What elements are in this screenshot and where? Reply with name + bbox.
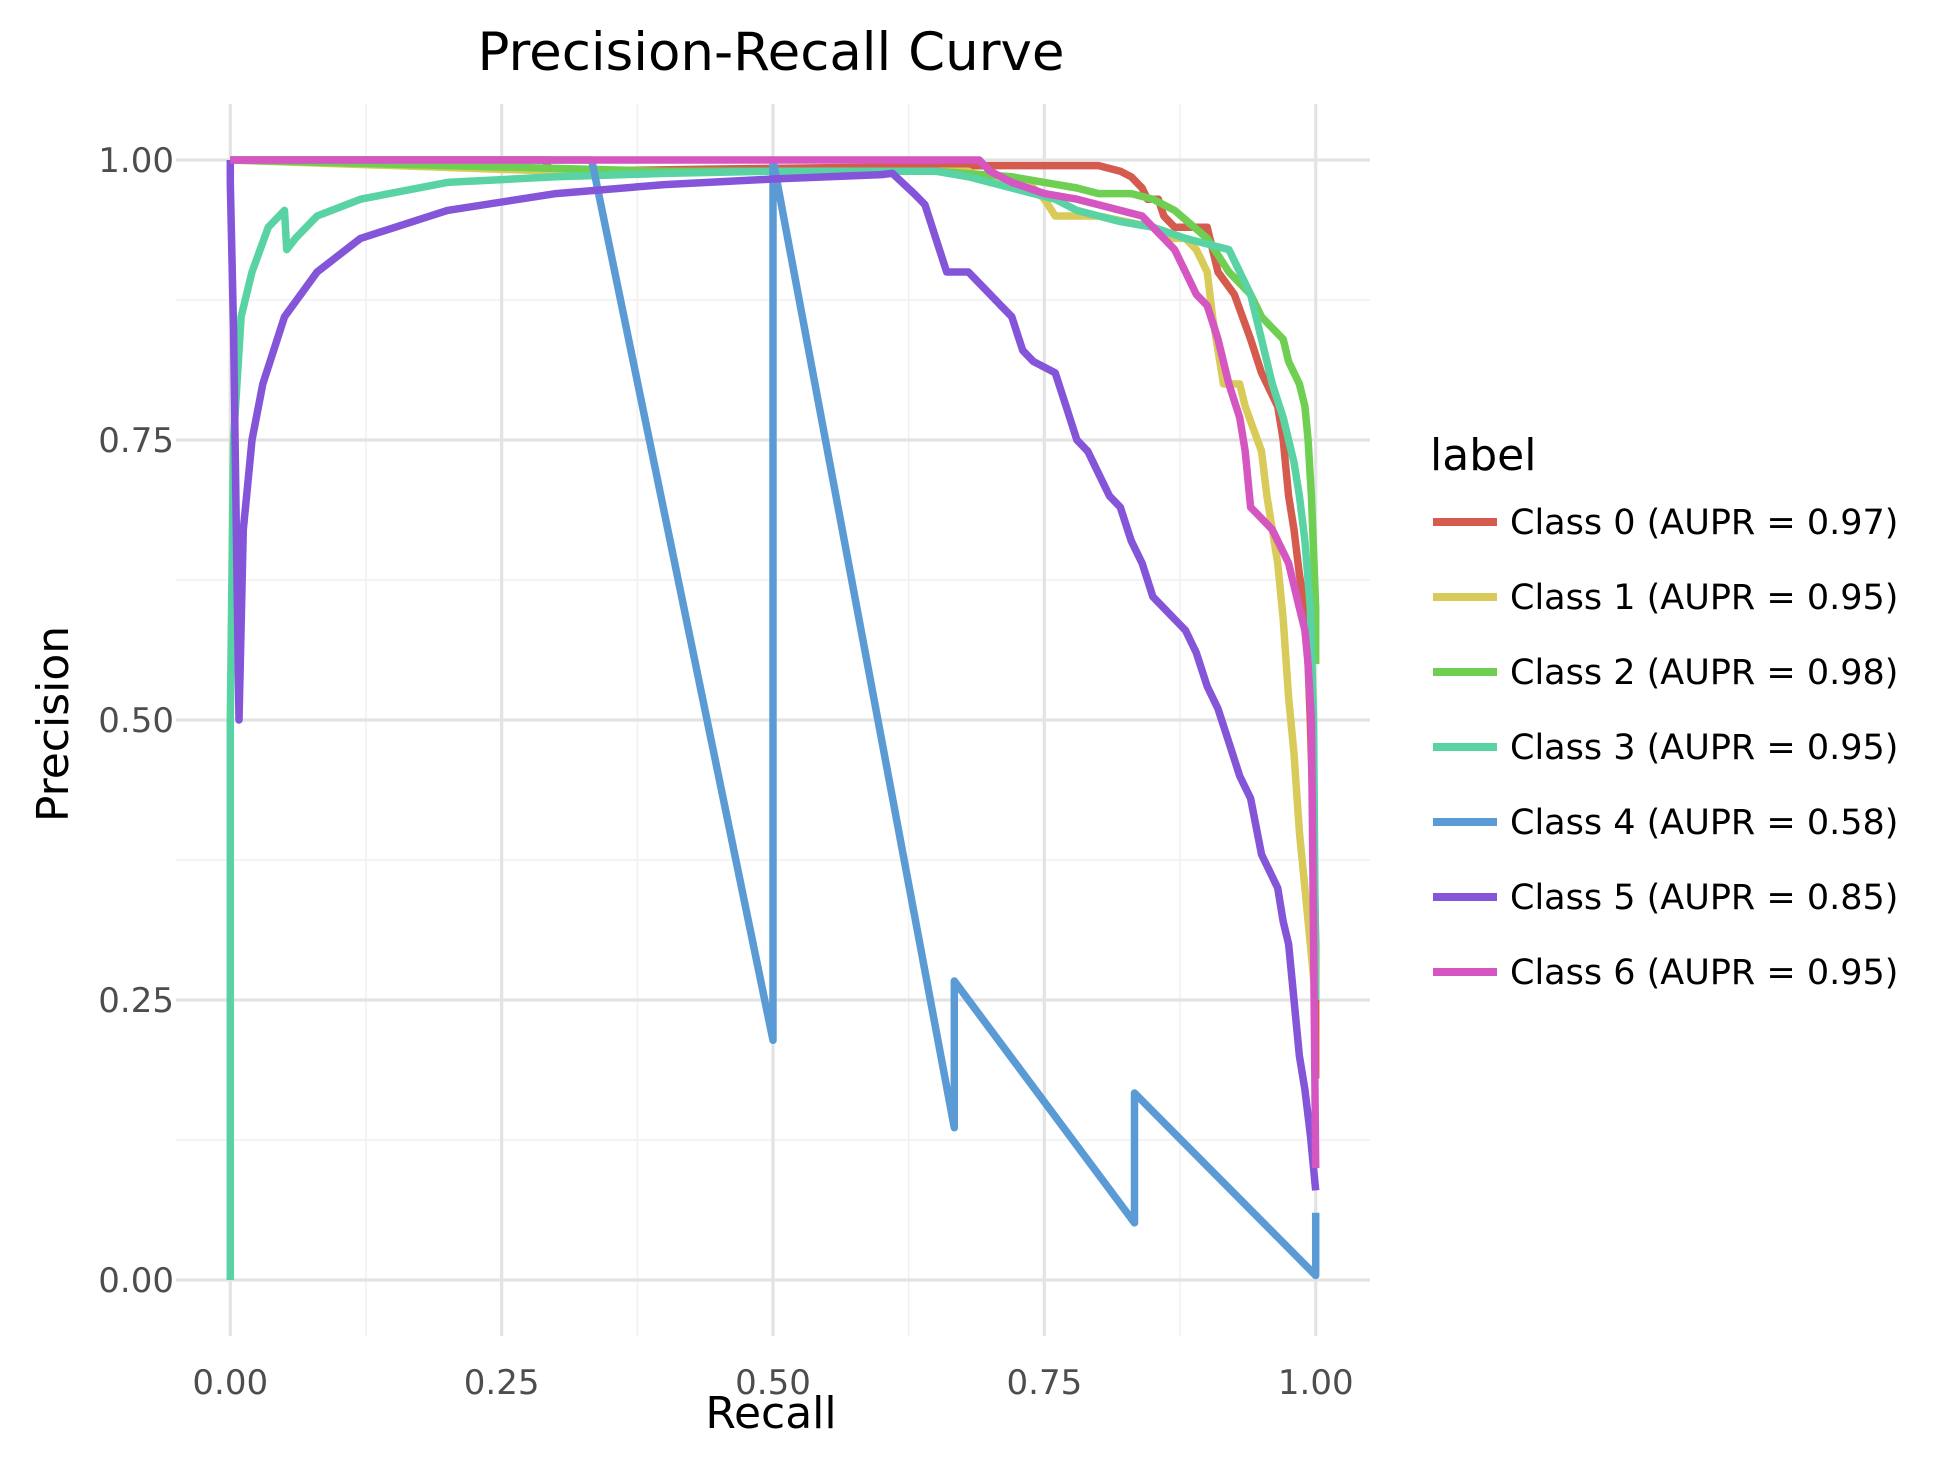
legend-label-class-1: Class 1 (AUPR = 0.95) xyxy=(1510,578,1898,618)
legend-label-class-4: Class 4 (AUPR = 0.58) xyxy=(1510,803,1898,843)
y-tick-label: 0.75 xyxy=(98,421,174,461)
y-tick-label: 0.00 xyxy=(98,1261,174,1301)
x-tick-label: 0.75 xyxy=(1007,1363,1083,1403)
y-axis-title: Precision xyxy=(28,626,79,822)
series-line-class-5 xyxy=(226,160,1320,1191)
chart-title: Precision-Recall Curve xyxy=(478,22,1065,83)
legend-title: label xyxy=(1430,430,1536,481)
y-tick-label: 0.25 xyxy=(98,981,174,1021)
x-axis-title: Recall xyxy=(705,1388,836,1439)
legend-label-class-3: Class 3 (AUPR = 0.95) xyxy=(1510,728,1898,768)
x-tick-label: 0.50 xyxy=(735,1363,811,1403)
y-tick-label: 0.50 xyxy=(98,701,174,741)
legend: label Class 0 (AUPR = 0.97) Class 1 (AUPR… xyxy=(1430,430,1898,993)
legend-label-class-0: Class 0 (AUPR = 0.97) xyxy=(1510,503,1898,543)
tick-labels: 0.00 0.25 0.50 0.75 1.00 0.00 0.25 0.50 0.75 1.00 xyxy=(98,141,1353,1403)
x-tick-label: 0.00 xyxy=(192,1363,268,1403)
series-line-class-2 xyxy=(230,156,1320,664)
series-lines xyxy=(226,156,1320,1280)
series-line-class-4 xyxy=(230,156,1320,1280)
y-tick-label: 1.00 xyxy=(98,141,174,181)
legend-label-class-5: Class 5 (AUPR = 0.85) xyxy=(1510,878,1898,918)
legend-label-class-2: Class 2 (AUPR = 0.98) xyxy=(1510,653,1898,693)
legend-label-class-6: Class 6 (AUPR = 0.95) xyxy=(1510,953,1898,993)
x-tick-label: 0.25 xyxy=(464,1363,540,1403)
series-line-class-3 xyxy=(226,167,1320,1280)
series-line-class-6 xyxy=(230,156,1320,1169)
x-tick-label: 1.00 xyxy=(1278,1363,1354,1403)
